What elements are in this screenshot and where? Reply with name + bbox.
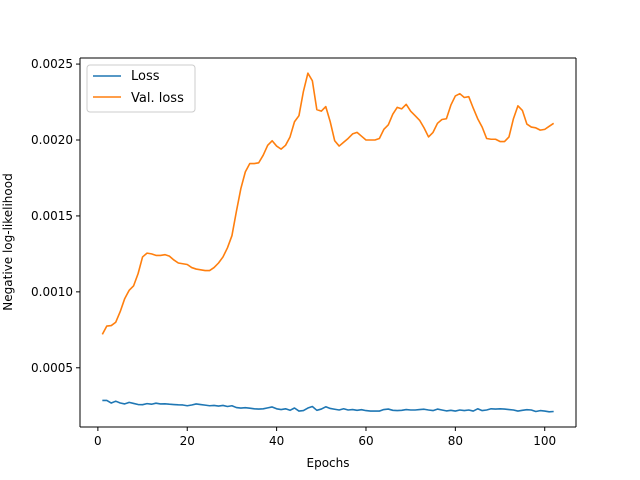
y-axis-label: Negative log-likelihood bbox=[1, 173, 15, 310]
axes-layer bbox=[79, 57, 577, 428]
y-tick-label: 0.0015 bbox=[31, 209, 73, 223]
x-tick-label: 100 bbox=[533, 434, 556, 448]
x-tick-label: 40 bbox=[269, 434, 284, 448]
legend: Loss Val. loss bbox=[86, 64, 196, 113]
y-tick-label: 0.0020 bbox=[31, 133, 73, 147]
x-axis-label: Epochs bbox=[307, 456, 350, 470]
x-ticks: 0 20 40 60 80 100 bbox=[94, 427, 556, 448]
y-tick-label: 0.0010 bbox=[31, 285, 73, 299]
series-line-loss bbox=[102, 399, 554, 413]
y-tick-label: 0.0005 bbox=[31, 361, 73, 375]
legend-label-val-loss: Val. loss bbox=[131, 91, 184, 106]
series-layer bbox=[101, 72, 555, 413]
plot-area bbox=[80, 58, 576, 427]
x-tick-label: 80 bbox=[448, 434, 463, 448]
y-tick-label: 0.0025 bbox=[31, 57, 73, 71]
x-tick-label: 0 bbox=[94, 434, 102, 448]
legend-label-loss: Loss bbox=[131, 69, 160, 84]
y-ticks: 0.0005 0.0010 0.0015 0.0020 0.0025 bbox=[31, 57, 80, 375]
series-line-val-loss bbox=[101, 72, 555, 335]
x-tick-label: 20 bbox=[180, 434, 195, 448]
x-tick-label: 60 bbox=[358, 434, 373, 448]
